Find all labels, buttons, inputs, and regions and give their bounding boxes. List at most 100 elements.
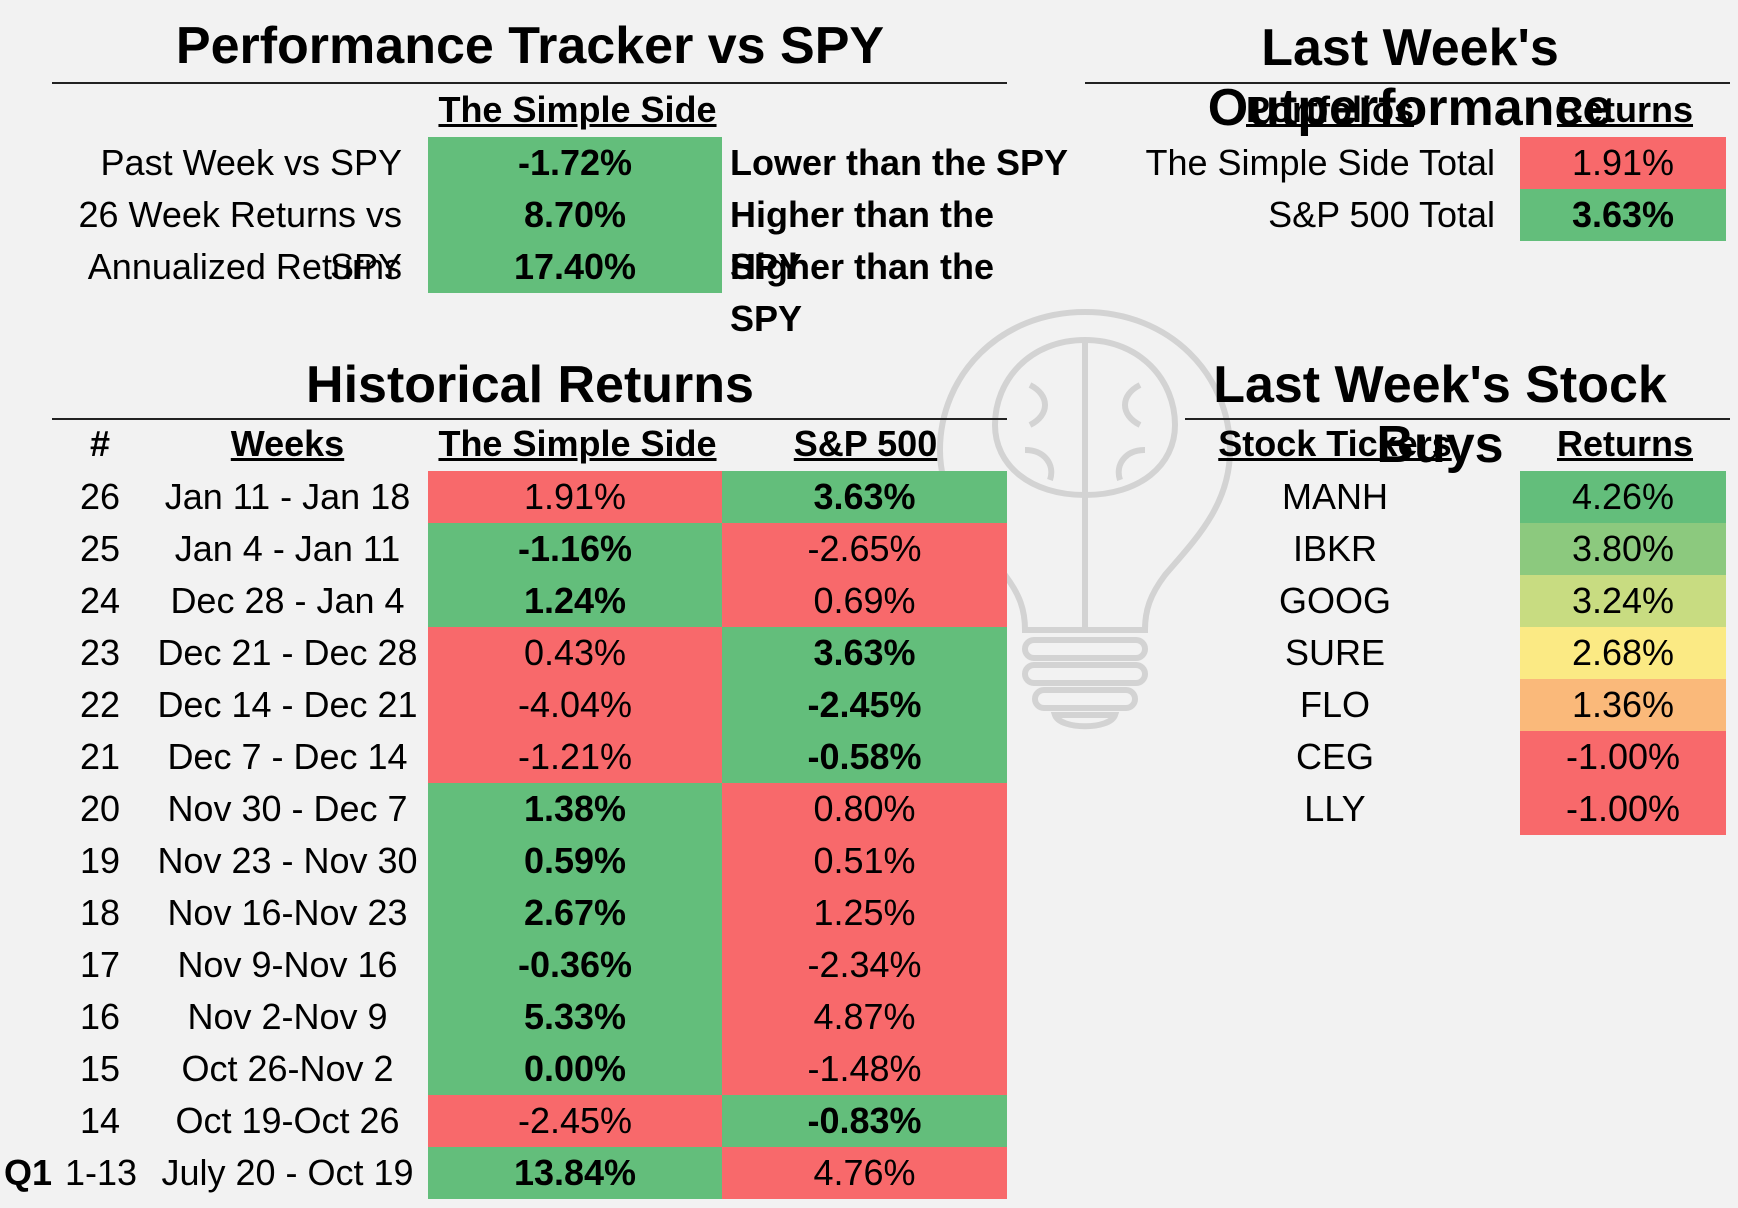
num-header: # [89, 423, 111, 464]
week-number: 18 [79, 892, 121, 933]
sp500-return: -0.83% [722, 1095, 1007, 1147]
tickers-header: Stock Tickers [1218, 423, 1452, 464]
tracker-label: 26 Week Returns vs SPY [78, 194, 402, 287]
week-number: 17 [79, 944, 121, 985]
tracker-comment: Higher than the SPY [730, 246, 995, 339]
outperformance-title: Last Week's Outperformance [1207, 19, 1613, 137]
week-number: 15 [79, 1048, 121, 1089]
tracker-column-header: The Simple Side [438, 89, 717, 130]
stock-ticker: SURE [1284, 632, 1386, 673]
simple-side-return: 13.84% [428, 1147, 722, 1199]
simple-side-return: 0.00% [428, 1043, 722, 1095]
stock-ticker: MANH [1282, 476, 1388, 517]
stock-ticker: IBKR [1292, 528, 1378, 569]
week-number: 23 [79, 632, 121, 673]
simple-side-return: -0.36% [428, 939, 722, 991]
simple-side-return: 0.43% [428, 627, 722, 679]
outperformance-title-rule [1085, 82, 1730, 84]
week-range: Dec 14 - Dec 21 [157, 684, 418, 725]
week-range: Nov 30 - Dec 7 [167, 788, 408, 829]
stock-return: 1.36% [1520, 679, 1726, 731]
portfolio-return: 3.63% [1520, 189, 1726, 241]
week-range: Nov 2-Nov 9 [187, 996, 388, 1037]
simple-side-return: 1.24% [428, 575, 722, 627]
simple-side-return: -2.45% [428, 1095, 722, 1147]
portfolio-name: S&P 500 Total [1268, 194, 1495, 235]
sp500-return: 0.51% [722, 835, 1007, 887]
stock-buys-title: Last Week's Stock Buys [1213, 356, 1667, 474]
week-number: 20 [79, 788, 121, 829]
week-range: Nov 23 - Nov 30 [157, 840, 418, 881]
stock-ticker: CEG [1295, 736, 1374, 777]
stock-ticker: GOOG [1278, 580, 1391, 621]
week-number: 16 [79, 996, 121, 1037]
sp500-header: S&P 500 [793, 423, 938, 464]
sp500-return: 3.63% [722, 627, 1007, 679]
week-range: Dec 21 - Dec 28 [157, 632, 418, 673]
stock-return: -1.00% [1520, 731, 1726, 783]
portfolio-return: 1.91% [1520, 137, 1726, 189]
simple-side-return: -1.21% [428, 731, 722, 783]
tracker-title: Performance Tracker vs SPY [175, 17, 885, 75]
week-number: 1-13 [64, 1152, 138, 1193]
stock-return: 2.68% [1520, 627, 1726, 679]
tracker-label: Annualized Returns [87, 246, 402, 287]
simple-side-return: 2.67% [428, 887, 722, 939]
tracker-value: 17.40% [428, 241, 722, 293]
week-number: 24 [79, 580, 121, 621]
week-number: 19 [79, 840, 121, 881]
sp500-return: -2.34% [722, 939, 1007, 991]
sp500-return: 3.63% [722, 471, 1007, 523]
tracker-title-rule [52, 82, 1007, 84]
week-range: Dec 28 - Jan 4 [170, 580, 405, 621]
tracker-value: -1.72% [428, 137, 722, 189]
portfolio-name: The Simple Side Total [1145, 142, 1495, 183]
historical-title-rule [52, 418, 1007, 420]
sp500-return: -1.48% [722, 1043, 1007, 1095]
stock-ticker: LLY [1304, 788, 1366, 829]
stock-buys-title-rule [1185, 418, 1730, 420]
stock-return: 3.80% [1520, 523, 1726, 575]
portfolios-header: Portfolios [1246, 89, 1414, 130]
sp500-return: -0.58% [722, 731, 1007, 783]
week-range: Oct 19-Oct 26 [175, 1100, 400, 1141]
stock-returns-header: Returns [1556, 423, 1694, 464]
tracker-value: 8.70% [428, 189, 722, 241]
week-number: 22 [79, 684, 121, 725]
week-range: Nov 9-Nov 16 [177, 944, 398, 985]
lightbulb-brain-icon [936, 308, 1234, 730]
week-range: Oct 26-Nov 2 [181, 1048, 394, 1089]
simple-side-return: 1.91% [428, 471, 722, 523]
stock-return: -1.00% [1520, 783, 1726, 835]
sp500-return: 0.69% [722, 575, 1007, 627]
week-number: 14 [79, 1100, 121, 1141]
sp500-return: 1.25% [722, 887, 1007, 939]
simple-side-return: 0.59% [428, 835, 722, 887]
simple-side-return: 5.33% [428, 991, 722, 1043]
week-number: 25 [79, 528, 121, 569]
stock-ticker: FLO [1299, 684, 1370, 725]
sp500-return: -2.45% [722, 679, 1007, 731]
tracker-comment: Lower than the SPY [730, 142, 1069, 183]
simple-side-return: 1.38% [428, 783, 722, 835]
weeks-header: Weeks [230, 423, 345, 464]
historical-title: Historical Returns [306, 356, 754, 414]
week-range: Dec 7 - Dec 14 [167, 736, 408, 777]
simple-side-return: -1.16% [428, 523, 722, 575]
week-range: Jan 11 - Jan 18 [164, 476, 411, 517]
week-number: 21 [79, 736, 121, 777]
week-range: Jan 4 - Jan 11 [174, 528, 401, 569]
quarter-label: Q1 [3, 1152, 53, 1193]
sp500-return: -2.65% [722, 523, 1007, 575]
sp500-return: 0.80% [722, 783, 1007, 835]
simple-side-header: The Simple Side [438, 423, 717, 464]
week-range: Nov 16-Nov 23 [167, 892, 408, 933]
simple-side-return: -4.04% [428, 679, 722, 731]
tracker-label: Past Week vs SPY [100, 142, 402, 183]
sp500-return: 4.87% [722, 991, 1007, 1043]
week-range: July 20 - Oct 19 [161, 1152, 414, 1193]
week-number: 26 [79, 476, 121, 517]
stock-return: 4.26% [1520, 471, 1726, 523]
stock-return: 3.24% [1520, 575, 1726, 627]
tracker-comment: Higher than the SPY [730, 194, 995, 287]
